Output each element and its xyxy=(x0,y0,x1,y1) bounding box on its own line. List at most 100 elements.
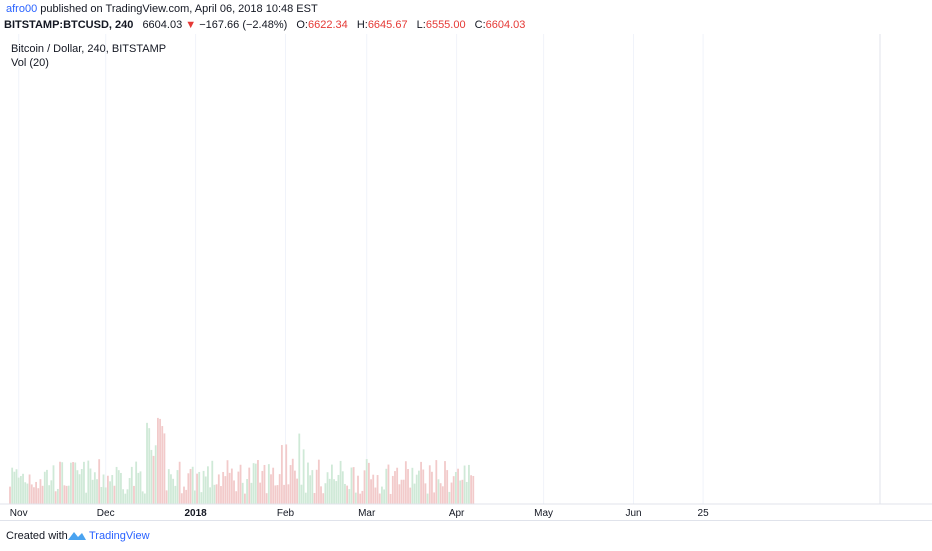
volume-bar xyxy=(198,471,201,504)
volume-bar xyxy=(207,466,209,504)
volume-bar xyxy=(313,493,316,504)
x-tick-label: May xyxy=(534,508,553,519)
volume-bar xyxy=(372,474,375,504)
volume-bar xyxy=(78,474,81,504)
volume-bar xyxy=(261,470,264,504)
volume-bar xyxy=(363,470,366,504)
volume-bar xyxy=(367,462,370,504)
volume-bar xyxy=(378,493,381,504)
volume-bar xyxy=(418,470,420,504)
volume-bar xyxy=(135,461,138,504)
volume-bar xyxy=(224,476,227,504)
volume-bar xyxy=(22,473,24,504)
volume-bar xyxy=(63,485,66,504)
publish-line: afro00 published on TradingView.com, Apr… xyxy=(6,3,318,15)
volume-bar xyxy=(30,484,33,504)
volume-bar xyxy=(183,486,185,504)
volume-bar xyxy=(152,455,155,504)
volume-bar xyxy=(317,459,320,504)
volume-bar xyxy=(381,486,383,504)
volume-bar xyxy=(209,487,211,504)
volume-bar xyxy=(450,482,453,504)
volume-bar xyxy=(189,468,192,504)
x-tick-label: Apr xyxy=(449,508,465,519)
volume-bar xyxy=(41,485,44,504)
volume-bar xyxy=(283,484,285,504)
created-with-label: Created with xyxy=(6,530,68,542)
volume-bar xyxy=(159,418,161,504)
price-axis: 23000.0020000.0018000.0016000.0014000.00… xyxy=(879,34,881,504)
volume-bar xyxy=(93,472,96,504)
volume-bar xyxy=(454,471,457,504)
volume-bar xyxy=(374,487,377,504)
volume-legend: Vol (20) xyxy=(11,57,49,69)
volume-bar xyxy=(468,464,470,504)
volume-bar xyxy=(83,461,85,504)
volume-bar xyxy=(446,470,449,504)
volume-bar xyxy=(217,474,220,504)
volume-bar xyxy=(376,475,379,504)
volume-bar xyxy=(167,469,170,504)
volume-bar xyxy=(180,493,183,504)
volume-bar xyxy=(87,460,90,504)
volume-bar xyxy=(65,485,68,504)
volume-bar xyxy=(161,426,164,504)
publish-info: published on TradingView.com, April 06, … xyxy=(40,3,318,15)
open-label: O: xyxy=(296,19,308,31)
volume-bar xyxy=(435,460,438,504)
tradingview-logo-icon xyxy=(68,532,86,540)
volume-bar xyxy=(361,490,364,504)
volume-bar xyxy=(422,469,425,504)
volume-bar xyxy=(274,485,277,504)
volume-bar xyxy=(52,465,55,504)
volume-bar xyxy=(48,485,51,504)
volume-bar xyxy=(89,468,92,504)
volume-bar xyxy=(354,492,357,504)
volume-bar xyxy=(461,479,464,504)
volume-bar xyxy=(100,487,103,504)
volume-bar xyxy=(302,449,305,504)
volume-bar xyxy=(359,493,362,504)
volume-bar xyxy=(346,485,349,504)
volume-bar xyxy=(254,463,257,504)
volume-bar xyxy=(339,460,342,504)
volume-bar xyxy=(433,492,436,504)
tradingview-link[interactable]: TradingView xyxy=(89,530,150,542)
volume-bar xyxy=(385,468,388,504)
volume-bar xyxy=(117,470,120,504)
volume-bar xyxy=(120,472,122,504)
volume-bar xyxy=(193,490,196,504)
volume-bar xyxy=(74,462,77,504)
volume-bar xyxy=(39,479,42,504)
down-arrow-icon: ▼ xyxy=(185,19,197,31)
volume-bar xyxy=(272,467,275,504)
volume-bar xyxy=(46,469,48,504)
volume-bar xyxy=(420,461,422,504)
volume-bar xyxy=(233,480,235,504)
volume-bar xyxy=(324,483,327,504)
volume-bar xyxy=(130,466,133,504)
volume-bar xyxy=(370,479,372,504)
volume-bar xyxy=(391,475,394,504)
author-link[interactable]: afro00 xyxy=(6,3,38,15)
volume-bar xyxy=(409,487,412,504)
volume-bar xyxy=(309,475,312,504)
volume-bar xyxy=(176,470,179,504)
volume-bar xyxy=(102,474,105,504)
volume-bar xyxy=(241,482,244,504)
volume-bar xyxy=(143,493,146,504)
volume-bar xyxy=(311,470,314,504)
symbol-label: BITSTAMP:BTCUSD, 240 xyxy=(4,19,134,31)
volume-bar xyxy=(250,482,253,504)
volume-bar xyxy=(441,486,444,504)
price-chart[interactable]: 0(9359.49)0.5(8215.35)0.618(7827.33)1(65… xyxy=(0,34,932,520)
volume-bar xyxy=(178,461,181,504)
volume-bar xyxy=(11,467,14,504)
volume-bar xyxy=(137,472,140,504)
volume-bar xyxy=(91,479,94,504)
chart-background xyxy=(0,34,932,520)
volume-bar xyxy=(389,493,392,504)
volume-bar xyxy=(128,478,131,504)
volume-bar xyxy=(141,491,144,504)
time-axis: Nov Dec 2018 Feb Mar Apr May Jun 25 xyxy=(0,503,932,519)
